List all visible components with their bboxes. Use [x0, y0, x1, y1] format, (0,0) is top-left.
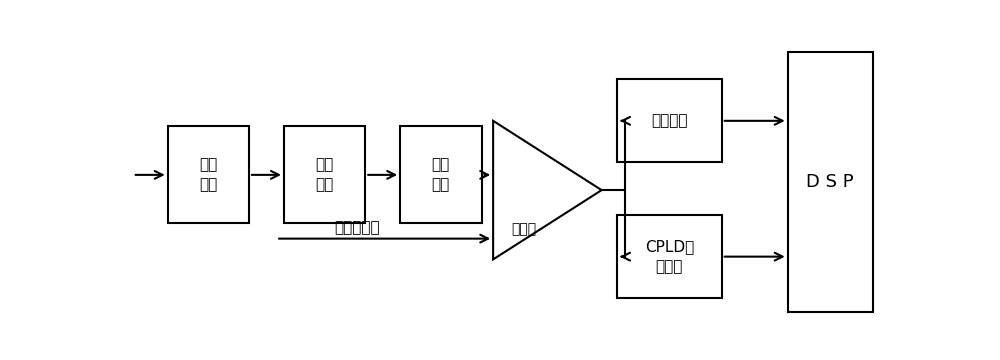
- Bar: [617, 215, 722, 298]
- Bar: [400, 126, 482, 223]
- Text: 整流
电路: 整流 电路: [315, 157, 334, 192]
- Text: 锁止电路: 锁止电路: [651, 113, 688, 128]
- Text: 放大
电路: 放大 电路: [432, 157, 450, 192]
- Bar: [168, 126, 249, 223]
- Text: 基准电压源: 基准电压源: [335, 220, 380, 235]
- Bar: [788, 51, 873, 312]
- Text: D S P: D S P: [806, 173, 854, 191]
- Text: 比较器: 比较器: [512, 222, 537, 236]
- Bar: [617, 79, 722, 162]
- Text: CPLD控
制芯片: CPLD控 制芯片: [645, 239, 694, 274]
- Polygon shape: [493, 121, 602, 260]
- Bar: [284, 126, 365, 223]
- Text: 采样
电路: 采样 电路: [199, 157, 217, 192]
